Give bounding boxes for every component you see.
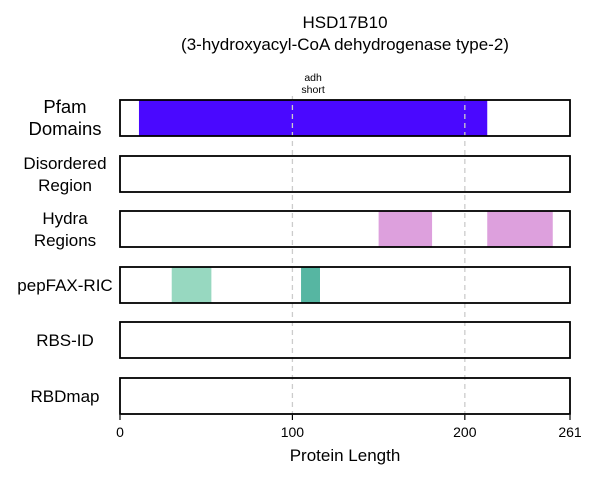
segment-annotation: adh short: [301, 72, 324, 96]
x-tick-label: 100: [281, 424, 305, 440]
track-label: RBS-ID: [36, 331, 94, 350]
track-background: [120, 378, 570, 414]
track-label: RBDmap: [31, 387, 100, 406]
track-label: Disordered Region: [23, 154, 106, 195]
track-label: Pfam Domains: [29, 96, 102, 139]
plot-area: Pfam Domains adh short Disordered Region Hydra…: [17, 72, 582, 440]
x-tick-label: 0: [116, 424, 124, 440]
track-box: [119, 266, 571, 304]
track-segment: [138, 100, 488, 136]
x-tick-label: 261: [558, 424, 582, 440]
track-segment: [301, 267, 320, 303]
track-segment: [487, 211, 553, 247]
track-box: [119, 321, 571, 359]
x-axis-label: Protein Length: [290, 446, 401, 465]
track-segment: [378, 211, 433, 247]
track-box: [119, 377, 571, 415]
track-segment: [171, 267, 212, 303]
chart-title: HSD17B10: [302, 13, 387, 32]
track-box: [119, 210, 571, 248]
x-tick-label: 200: [453, 424, 477, 440]
track-box: [119, 99, 571, 137]
track-label: pepFAX-RIC: [17, 276, 112, 295]
track-background: [120, 322, 570, 358]
chart-subtitle: (3-hydroxyacyl-CoA dehydrogenase type-2): [181, 35, 509, 54]
track-box: [119, 155, 571, 193]
track-background: [120, 156, 570, 192]
track-label: Hydra Regions: [34, 209, 96, 250]
